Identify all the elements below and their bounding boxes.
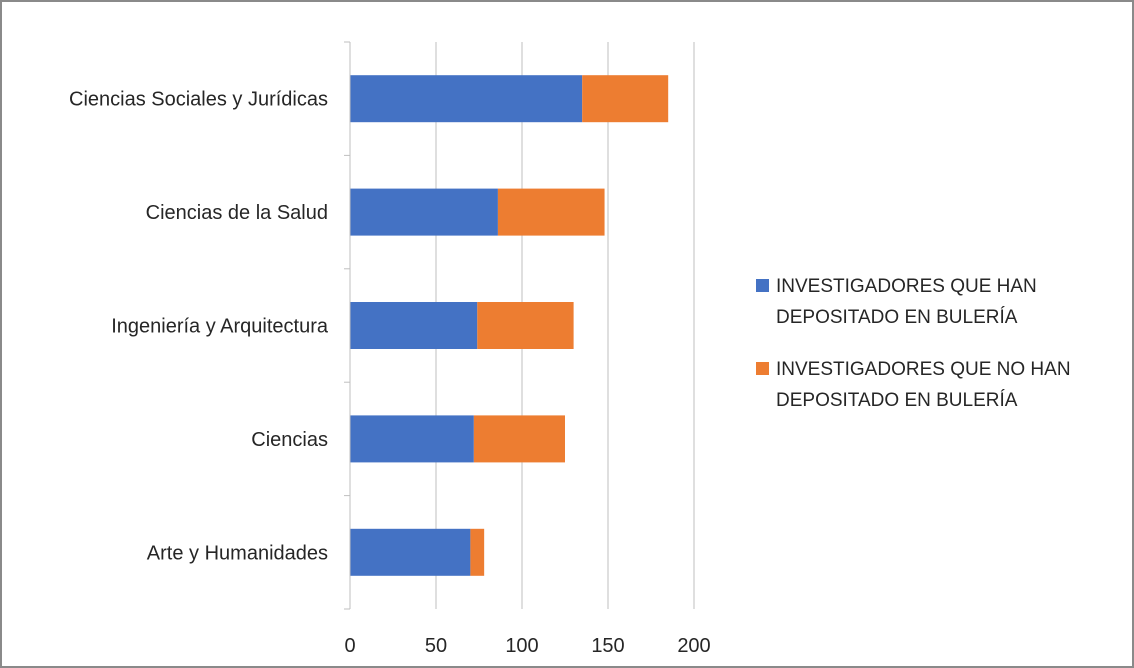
bar-series1-3	[350, 302, 478, 349]
x-tick-label-150: 150	[591, 635, 624, 657]
bar-series2-1	[582, 75, 669, 123]
category-label-2: Ciencias de la Salud	[146, 202, 328, 224]
bar-series2-2	[497, 188, 605, 236]
category-label-3: Ingeniería y Arquitectura	[111, 316, 329, 338]
bar-series2-3	[477, 302, 574, 349]
bar-series1-5	[350, 528, 471, 576]
bar-series2-5	[470, 528, 485, 576]
bar-series2-4	[473, 415, 565, 463]
legend-label-1-line2: DEPOSITADO EN BULERÍA	[776, 307, 1018, 328]
bar-series1-4	[350, 415, 474, 463]
legend-label-2-line1: INVESTIGADORES QUE NO HAN	[776, 359, 1071, 380]
legend-label-1-line1: INVESTIGADORES QUE HAN	[776, 276, 1037, 297]
x-tick-label-50: 50	[425, 635, 447, 657]
bars	[350, 75, 669, 576]
x-tick-label-100: 100	[505, 635, 538, 657]
category-label-4: Ciencias	[251, 429, 328, 451]
bar-series1-1	[350, 75, 583, 123]
legend: INVESTIGADORES QUE HAN DEPOSITADO EN BULE…	[756, 276, 1071, 411]
category-label-1: Ciencias Sociales y Jurídicas	[69, 89, 328, 111]
category-axis	[344, 41, 351, 610]
category-label-5: Arte y Humanidades	[147, 542, 328, 564]
bar-series1-2	[350, 188, 498, 236]
category-labels: Ciencias Sociales y Jurídicas Ciencias de…	[69, 89, 329, 565]
legend-swatch-2	[756, 362, 769, 375]
x-tick-label-200: 200	[677, 635, 710, 657]
legend-label-2-line2: DEPOSITADO EN BULERÍA	[776, 390, 1018, 411]
x-tick-label-0: 0	[344, 635, 355, 657]
legend-swatch-1	[756, 279, 769, 292]
x-tick-labels: 0 50 100 150 200	[344, 635, 710, 657]
